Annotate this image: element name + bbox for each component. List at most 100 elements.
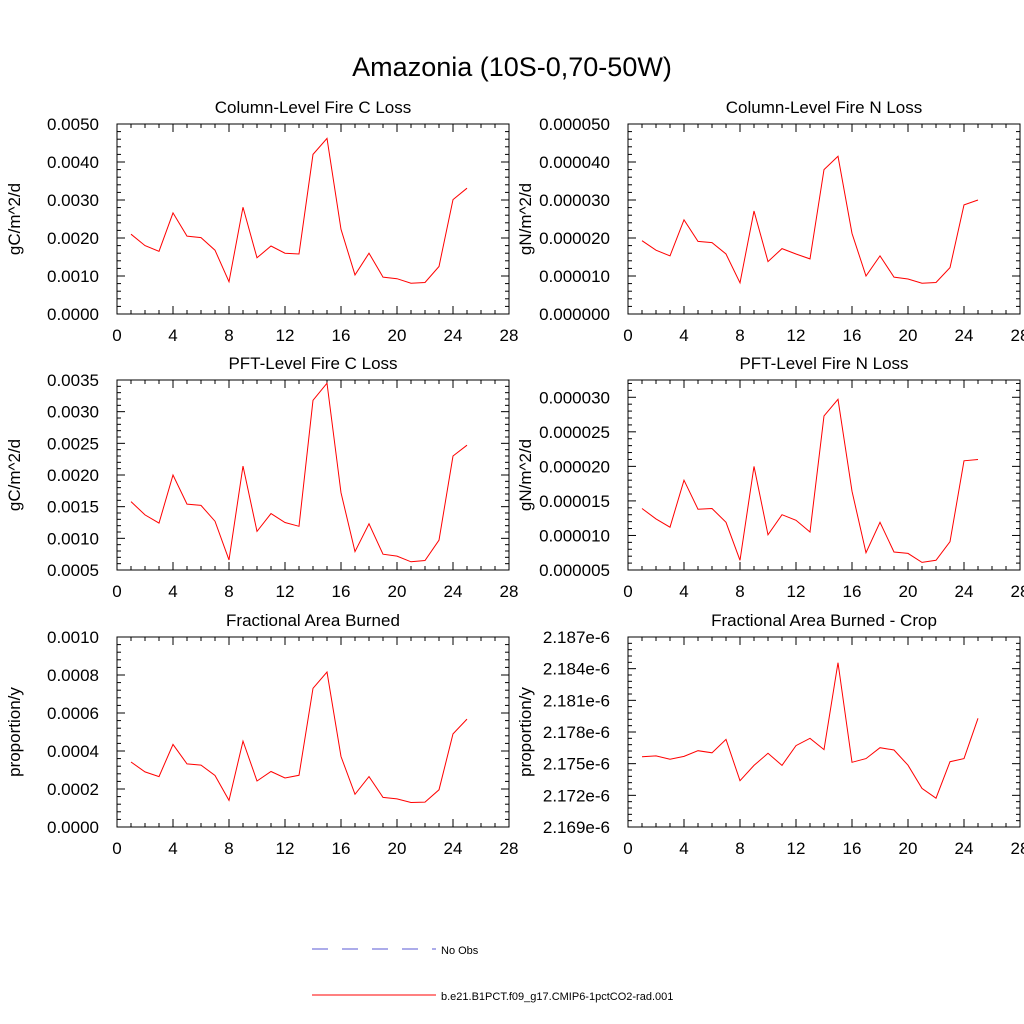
x-tick-label: 24 — [955, 839, 974, 858]
y-tick-label: 0.0050 — [47, 115, 99, 134]
series-line — [130, 137, 468, 284]
x-tick-label: 24 — [444, 839, 463, 858]
y-tick-label: 0.0030 — [47, 403, 99, 422]
legend: No Obs b.e21.B1PCT.f09_g17.CMIP6-1pctCO2-… — [312, 945, 673, 1003]
x-tick-label: 4 — [168, 839, 177, 858]
panel-grid: Column-Level Fire C Loss gC/m^2/d 0 4 8 12 16 2… — [5, 98, 1024, 858]
x-tick-label: 16 — [332, 582, 351, 601]
series-line — [130, 381, 468, 563]
x-tick-label: 8 — [224, 839, 233, 858]
panel-title: PFT-Level Fire N Loss — [739, 354, 908, 373]
y-axis-label: gN/m^2/d — [516, 439, 535, 511]
x-tick-label: 4 — [168, 326, 177, 345]
y-tick-label: 0.0005 — [47, 561, 99, 580]
x-tick-label: 12 — [276, 839, 295, 858]
chart-panel: Fractional Area Burned proportion/y 0 4 8 12 1… — [5, 611, 518, 858]
x-tick-label: 20 — [388, 326, 407, 345]
x-tick-label: 24 — [955, 582, 974, 601]
chart-panel: Fractional Area Burned - Crop proportion/… — [516, 611, 1024, 858]
x-tick-label: 0 — [623, 326, 632, 345]
y-tick-label: 0.000005 — [539, 561, 610, 580]
plot-frame — [116, 123, 510, 315]
x-tick-label: 4 — [168, 582, 177, 601]
chart-panel: PFT-Level Fire C Loss gC/m^2/d 0 4 8 12 16 20 24… — [5, 354, 518, 601]
x-tick-label: 28 — [1011, 839, 1024, 858]
x-tick-label: 28 — [500, 326, 519, 345]
y-tick-label: 2.184e-6 — [543, 660, 610, 679]
x-tick-label: 16 — [843, 839, 862, 858]
y-tick-label: 0.000030 — [539, 191, 610, 210]
y-tick-label: 2.178e-6 — [543, 723, 610, 742]
legend-label: No Obs — [441, 945, 479, 957]
y-axis-label: gN/m^2/d — [516, 183, 535, 255]
panel-title: Fractional Area Burned — [226, 611, 400, 630]
y-tick-label: 0.000015 — [539, 492, 610, 511]
panel-title: Column-Level Fire N Loss — [726, 98, 923, 117]
chart-panel: Column-Level Fire N Loss gN/m^2/d 0 4 8 12 16 2… — [516, 98, 1024, 345]
chart-panel: Column-Level Fire C Loss gC/m^2/d 0 4 8 12 16 2… — [5, 98, 518, 345]
x-tick-label: 8 — [224, 582, 233, 601]
y-tick-label: 2.175e-6 — [543, 755, 610, 774]
series-line — [641, 398, 979, 563]
x-tick-label: 8 — [735, 326, 744, 345]
x-tick-label: 16 — [332, 839, 351, 858]
x-tick-label: 20 — [899, 326, 918, 345]
panel-title: Column-Level Fire C Loss — [215, 98, 412, 117]
y-tick-label: 0.0010 — [47, 628, 99, 647]
x-tick-label: 8 — [224, 326, 233, 345]
figure-title: Amazonia (10S-0,70-50W) — [352, 52, 672, 82]
y-tick-label: 0.0008 — [47, 666, 99, 685]
y-tick-label: 0.0010 — [47, 267, 99, 286]
y-tick-label: 0.000020 — [539, 457, 610, 476]
y-tick-label: 0.000010 — [539, 267, 610, 286]
plot-frame — [627, 636, 1021, 828]
y-tick-label: 2.181e-6 — [543, 691, 610, 710]
panel-title: PFT-Level Fire C Loss — [228, 354, 397, 373]
x-tick-label: 28 — [1011, 326, 1024, 345]
y-tick-label: 0.0006 — [47, 704, 99, 723]
y-tick-label: 0.000030 — [539, 388, 610, 407]
y-axis-label: proportion/y — [516, 687, 535, 777]
plot-frame — [116, 636, 510, 828]
y-tick-label: 0.0004 — [47, 742, 99, 761]
y-tick-label: 2.169e-6 — [543, 818, 610, 837]
x-tick-label: 24 — [444, 582, 463, 601]
y-axis-label: gC/m^2/d — [5, 439, 24, 511]
x-tick-label: 24 — [955, 326, 974, 345]
x-tick-label: 0 — [623, 839, 632, 858]
x-tick-label: 16 — [843, 326, 862, 345]
y-tick-label: 2.187e-6 — [543, 628, 610, 647]
series-line — [641, 155, 979, 285]
y-tick-label: 0.0030 — [47, 191, 99, 210]
x-tick-label: 20 — [388, 582, 407, 601]
y-tick-label: 0.0020 — [47, 466, 99, 485]
x-tick-label: 0 — [112, 582, 121, 601]
y-tick-label: 0.000020 — [539, 229, 610, 248]
series-line — [130, 670, 468, 804]
x-tick-label: 0 — [623, 582, 632, 601]
x-tick-label: 12 — [276, 582, 295, 601]
x-tick-label: 0 — [112, 326, 121, 345]
x-tick-label: 12 — [276, 326, 295, 345]
x-tick-label: 4 — [679, 582, 688, 601]
y-tick-label: 0.0002 — [47, 780, 99, 799]
x-tick-label: 4 — [679, 326, 688, 345]
y-tick-label: 2.172e-6 — [543, 786, 610, 805]
y-tick-label: 0.000025 — [539, 423, 610, 442]
y-tick-label: 0.0015 — [47, 498, 99, 517]
y-tick-label: 0.0000 — [47, 818, 99, 837]
x-tick-label: 8 — [735, 582, 744, 601]
y-axis-label: proportion/y — [5, 687, 24, 777]
x-tick-label: 0 — [112, 839, 121, 858]
x-tick-label: 16 — [332, 326, 351, 345]
x-tick-label: 28 — [500, 582, 519, 601]
x-tick-label: 12 — [787, 582, 806, 601]
y-axis-label: gC/m^2/d — [5, 183, 24, 255]
x-tick-label: 28 — [500, 839, 519, 858]
y-tick-label: 0.0000 — [47, 305, 99, 324]
y-tick-label: 0.000010 — [539, 526, 610, 545]
panel-title: Fractional Area Burned - Crop — [711, 611, 937, 630]
y-tick-label: 0.0040 — [47, 153, 99, 172]
y-tick-label: 0.000000 — [539, 305, 610, 324]
